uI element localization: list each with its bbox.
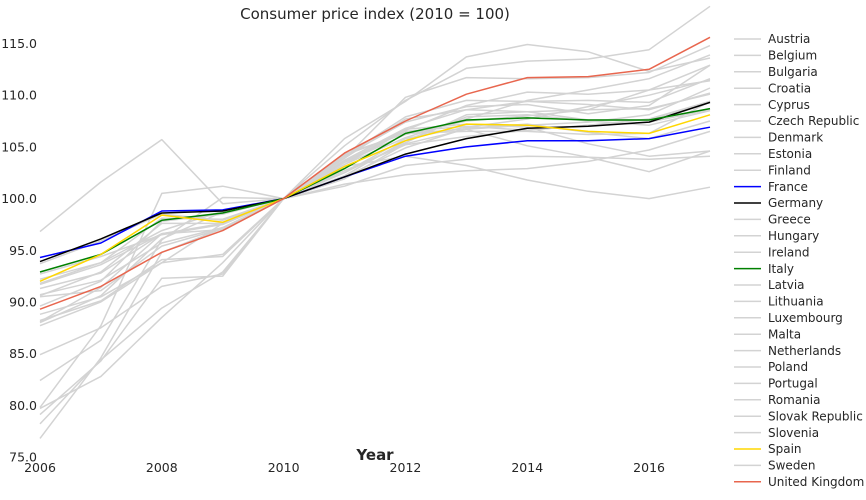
series-line-romania <box>39 43 711 410</box>
x-tick-label: 2014 <box>511 460 543 475</box>
series-line-italy <box>39 107 711 273</box>
series-lines <box>39 5 711 439</box>
legend-label-greece: Greece <box>768 213 811 227</box>
legend-label-belgium: Belgium <box>768 49 817 63</box>
y-axis: 75.0 80.0 85.0 90.0 95.0 100.0 105.0 110.0 115.0 <box>1 36 37 464</box>
series-line-estonia <box>39 5 711 416</box>
y-tick-label: 105.0 <box>1 139 37 154</box>
y-tick-label: 95.0 <box>9 243 37 258</box>
legend-label-malta: Malta <box>768 327 801 341</box>
legend-label-estonia: Estonia <box>768 147 812 161</box>
legend-label-united-kingdom: United Kingdom <box>768 475 864 489</box>
legend-label-czech-republic: Czech Republic <box>768 114 859 128</box>
series-line-portugal <box>39 100 711 265</box>
series-line-germany <box>39 101 711 263</box>
legend-label-netherlands: Netherlands <box>768 344 841 358</box>
series-line-ireland <box>39 138 711 233</box>
x-axis-title: Year <box>355 446 394 464</box>
chart-title: Consumer price index (2010 = 100) <box>240 5 510 23</box>
x-tick-label: 2010 <box>268 460 300 475</box>
y-tick-label: 75.0 <box>9 450 37 465</box>
series-line-belgium <box>39 64 711 285</box>
y-tick-label: 110.0 <box>1 88 37 103</box>
legend-label-germany: Germany <box>768 196 823 210</box>
series-line-finland <box>39 79 711 296</box>
legend-label-france: France <box>768 180 808 194</box>
series-line-luxembourg <box>39 78 711 297</box>
legend-label-romania: Romania <box>768 393 820 407</box>
series-line-slovak-republic <box>39 92 711 316</box>
legend-label-latvia: Latvia <box>768 278 805 292</box>
series-line-spain <box>39 114 711 282</box>
legend-label-italy: Italy <box>768 262 794 276</box>
y-tick-label: 100.0 <box>1 191 37 206</box>
series-line-netherlands <box>39 93 711 275</box>
x-tick-label: 2012 <box>390 460 422 475</box>
legend: Austria Belgium Bulgaria Croatia Cyprus Czech… <box>734 32 864 489</box>
x-tick-label: 2016 <box>633 460 665 475</box>
legend-label-lithuania: Lithuania <box>768 295 824 309</box>
legend-label-slovenia: Slovenia <box>768 426 819 440</box>
series-line-sweden <box>39 130 711 280</box>
legend-label-cyprus: Cyprus <box>768 98 810 112</box>
series-line-france <box>39 126 711 259</box>
legend-label-finland: Finland <box>768 163 811 177</box>
legend-label-austria: Austria <box>768 32 810 46</box>
legend-label-denmark: Denmark <box>768 131 823 145</box>
x-tick-label: 2008 <box>146 460 178 475</box>
series-line-greece <box>39 155 711 356</box>
legend-label-croatia: Croatia <box>768 81 811 95</box>
legend-label-bulgaria: Bulgaria <box>768 65 818 79</box>
legend-label-portugal: Portugal <box>768 377 818 391</box>
series-line-hungary <box>39 44 711 425</box>
legend-label-spain: Spain <box>768 442 802 456</box>
x-axis: 2006 2008 2010 2012 2014 2016 <box>24 460 665 475</box>
y-tick-label: 90.0 <box>9 294 37 309</box>
legend-label-ireland: Ireland <box>768 245 810 259</box>
legend-label-sweden: Sweden <box>768 459 815 473</box>
y-tick-label: 115.0 <box>1 36 37 51</box>
series-line-croatia <box>39 109 711 324</box>
y-tick-label: 85.0 <box>9 346 37 361</box>
legend-label-poland: Poland <box>768 360 808 374</box>
series-line-austria <box>39 54 711 286</box>
legend-label-hungary: Hungary <box>768 229 819 243</box>
y-tick-label: 80.0 <box>9 398 37 413</box>
legend-label-slovak-republic: Slovak Republic <box>768 409 863 423</box>
series-line-united-kingdom <box>39 36 711 310</box>
series-line-slovenia <box>39 120 711 323</box>
legend-label-luxembourg: Luxembourg <box>768 311 843 325</box>
x-tick-label: 2006 <box>24 460 56 475</box>
